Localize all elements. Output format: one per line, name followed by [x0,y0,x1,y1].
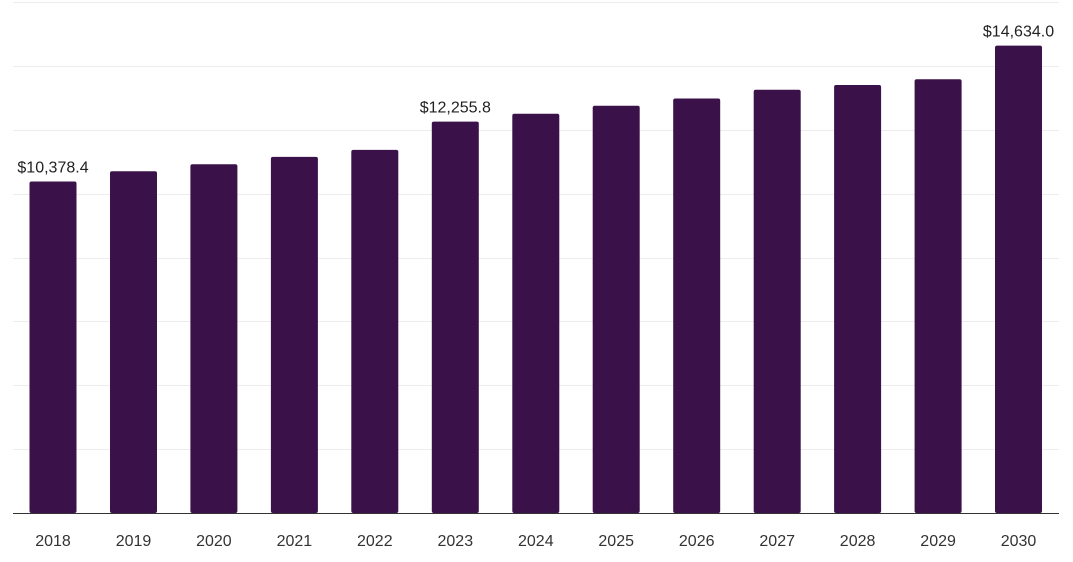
data-label-2023: $12,255.8 [420,100,491,117]
bar-2019[interactable] [110,171,157,514]
data-labels: $10,378.4 $12,255.8 $14,634.0 [17,24,1054,177]
x-axis: 2018 2019 2020 2021 2022 2023 2024 2025 2026 2027… [13,513,1059,550]
bar-2022[interactable] [351,149,399,513]
x-tick-label-2028: 2028 [840,533,876,550]
data-label-2018: $10,378.4 [17,160,88,177]
x-tick-label-2030: 2030 [1001,533,1037,550]
x-tick-label-2023: 2023 [438,533,474,550]
x-tick-label-2022: 2022 [357,533,393,550]
bar-2026[interactable] [673,98,721,514]
bar-2018[interactable] [29,181,77,514]
bar-2029[interactable] [914,79,962,514]
bar-2025[interactable] [592,105,640,514]
x-tick-label-2029: 2029 [920,533,956,550]
data-label-2030: $14,634.0 [983,24,1054,41]
x-tick-label-2024: 2024 [518,533,554,550]
x-tick-label-2021: 2021 [277,533,313,550]
bar-2027[interactable] [753,89,801,514]
x-tick-label-2019: 2019 [116,533,152,550]
x-tick-label-2025: 2025 [598,533,634,550]
x-tick-label-2027: 2027 [759,533,795,550]
bar-2020[interactable] [190,164,238,513]
bar-2021[interactable] [270,156,318,513]
bars [29,45,1042,514]
x-tick-label-2020: 2020 [196,533,232,550]
x-tick-label-2026: 2026 [679,533,715,550]
bar-2030[interactable] [995,45,1042,513]
bar-2028[interactable] [834,85,882,513]
bar-2024[interactable] [512,113,560,514]
bar-2023[interactable] [431,121,479,513]
x-tick-label-2018: 2018 [35,533,71,550]
